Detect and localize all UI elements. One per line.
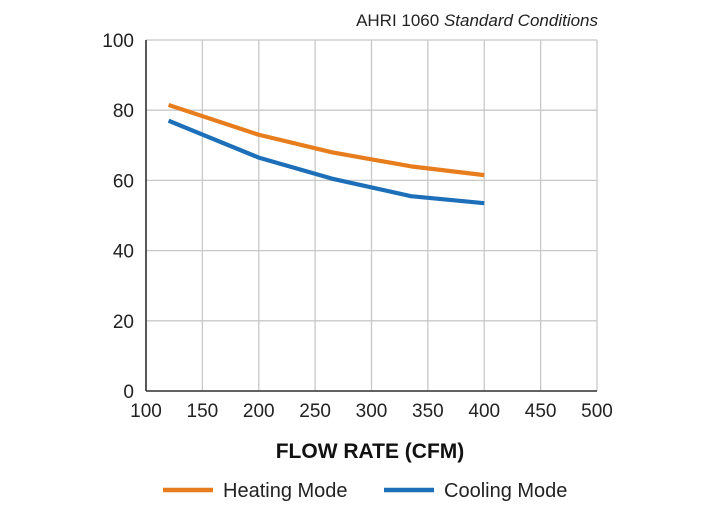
y-axis-ticks: 0 20 40 60 80 100 [102, 31, 134, 403]
y-tick-label: 0 [123, 382, 134, 403]
x-tick-label: 250 [299, 401, 331, 422]
x-tick-label: 100 [130, 401, 162, 422]
x-tick-label: 150 [187, 401, 219, 422]
x-tick-label: 500 [581, 401, 613, 422]
y-tick-label: 100 [102, 31, 134, 52]
legend-label-heating-mode: Heating Mode [223, 480, 348, 502]
y-tick-label: 40 [113, 242, 134, 263]
legend-label-cooling-mode: Cooling Mode [444, 480, 567, 502]
grid [145, 39, 598, 392]
y-tick-label: 20 [113, 312, 134, 333]
legend: Heating Mode Cooling Mode [163, 480, 567, 502]
x-tick-label: 200 [243, 401, 275, 422]
y-tick-label: 60 [113, 171, 134, 192]
x-tick-label: 350 [412, 401, 444, 422]
chart-subtitle-prefix: AHRI 1060 [356, 11, 444, 30]
x-tick-label: 300 [356, 401, 388, 422]
y-tick-label: 80 [113, 101, 134, 122]
series-lines [167, 102, 485, 206]
x-tick-label: 450 [525, 401, 557, 422]
chart-subtitle: AHRI 1060 Standard Conditions [356, 11, 598, 30]
x-axis-label: FLOW RATE (CFM) [276, 440, 465, 463]
heating-mode-line [167, 102, 485, 178]
x-axis-ticks: 100 150 200 250 300 350 400 450 500 [130, 401, 613, 422]
cooling-mode-line [167, 118, 485, 206]
chart-subtitle-italic: Standard Conditions [444, 11, 599, 30]
x-tick-label: 400 [468, 401, 500, 422]
